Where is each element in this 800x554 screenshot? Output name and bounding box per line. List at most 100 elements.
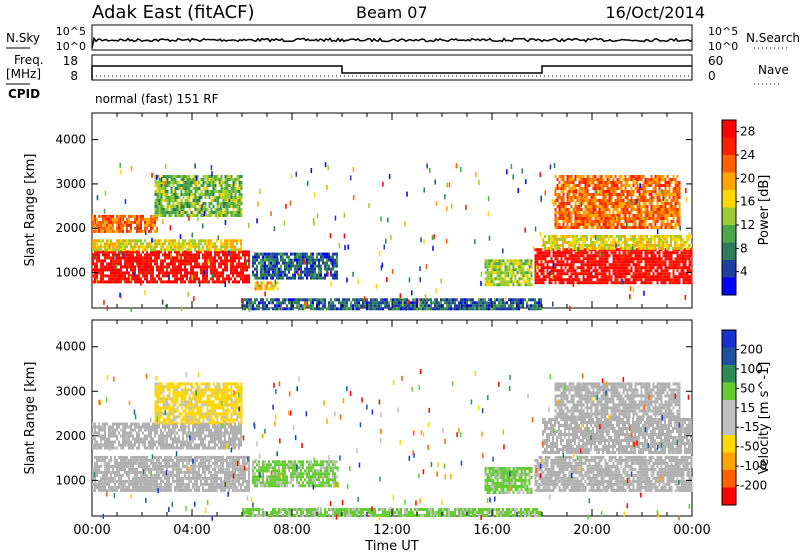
scatter-cell: [550, 269, 553, 273]
sparse-echo: [383, 244, 385, 250]
scatter-cell: [122, 229, 124, 233]
scatter-cell: [660, 260, 663, 264]
scatter-cell: [328, 255, 330, 259]
scatter-cell: [660, 193, 663, 196]
scatter-cell: [508, 304, 510, 308]
scatter-cell: [398, 301, 400, 305]
scatter-cell: [628, 263, 631, 267]
scatter-cell: [180, 208, 183, 211]
scatter-cell: [198, 181, 201, 184]
scatter-cell: [180, 178, 183, 181]
scatter-cell: [176, 214, 179, 217]
scatter-cell: [334, 276, 336, 280]
scatter-cell: [158, 190, 161, 193]
scatter-cell: [268, 281, 271, 285]
scatter-cell: [252, 270, 254, 274]
scatter-cell: [654, 178, 657, 181]
scatter-cell: [670, 278, 673, 282]
scatter-cell: [604, 246, 606, 250]
scatter-cell: [212, 190, 215, 193]
scatter-cell: [596, 199, 599, 202]
scatter-cell: [108, 280, 110, 284]
scatter-cell: [586, 187, 589, 190]
scatter-cell: [686, 272, 689, 276]
scatter-cell: [132, 259, 134, 263]
scatter-cell: [282, 276, 284, 280]
scatter-cell: [300, 307, 302, 311]
scatter-cell: [166, 245, 168, 249]
scatter-cell: [156, 274, 158, 278]
scatter-cell: [238, 250, 240, 254]
scatter-cell: [166, 199, 169, 202]
scatter-cell: [556, 205, 559, 208]
scatter-cell: [554, 246, 556, 250]
scatter-cell: [498, 271, 501, 275]
scatter-cell: [560, 196, 563, 199]
scatter-cell: [170, 214, 173, 217]
scatter-cell: [102, 253, 104, 257]
scatter-cell: [602, 178, 605, 181]
scatter-cell: [276, 281, 279, 285]
scatter-cell: [582, 211, 585, 214]
scatter-cell: [198, 208, 201, 211]
scatter-cell: [100, 250, 102, 254]
scatter-cell: [134, 220, 136, 224]
scatter-cell: [394, 298, 396, 302]
scatter-cell: [534, 269, 537, 273]
scatter-cell: [92, 268, 94, 272]
scatter-cell: [136, 245, 138, 249]
scatter-cell: [138, 226, 140, 230]
scatter-cell: [382, 307, 384, 311]
scatter-cell: [104, 242, 106, 246]
scatter-cell: [672, 214, 675, 217]
scatter-cell: [240, 208, 243, 211]
scatter-cell: [514, 262, 517, 266]
sparse-echo: [277, 257, 279, 263]
scatter-cell: [220, 184, 223, 187]
scatter-cell: [534, 275, 537, 279]
scatter-cell: [558, 205, 561, 208]
scatter-cell: [372, 298, 374, 302]
scatter-cell: [268, 258, 270, 262]
scatter-cell: [652, 254, 655, 258]
scatter-cell: [230, 202, 233, 205]
scatter-cell: [688, 269, 691, 273]
scatter-cell: [542, 257, 545, 261]
scatter-cell: [312, 258, 314, 262]
scatter-cell: [456, 307, 458, 311]
scatter-cell: [560, 205, 563, 208]
scatter-cell: [554, 240, 556, 244]
scatter-cell: [158, 265, 160, 269]
scatter-cell: [132, 220, 134, 224]
scatter-cell: [182, 211, 185, 214]
scatter-cell: [674, 208, 677, 211]
scatter-cell: [284, 270, 286, 274]
scatter-cell: [238, 175, 241, 178]
scatter-cell: [540, 307, 542, 311]
scatter-cell: [362, 304, 364, 308]
scatter-cell: [164, 175, 167, 178]
scatter-cell: [186, 262, 188, 266]
sparse-echo: [387, 217, 389, 223]
scatter-cell: [590, 181, 593, 184]
scatter-cell: [230, 259, 232, 263]
scatter-cell: [148, 271, 150, 275]
power-data-layer: [92, 162, 693, 313]
scatter-cell: [206, 271, 208, 275]
scatter-cell: [266, 252, 268, 256]
scatter-cell: [368, 304, 370, 308]
scatter-cell: [202, 280, 204, 284]
scatter-cell: [556, 226, 559, 229]
scatter-cell: [608, 196, 611, 199]
scatter-cell: [676, 243, 678, 247]
scatter-cell: [200, 250, 202, 254]
scatter-cell: [608, 187, 611, 190]
scatter-cell: [494, 307, 496, 311]
scatter-cell: [594, 269, 597, 273]
scatter-cell: [322, 261, 324, 265]
scatter-cell: [622, 254, 625, 258]
scatter-cell: [664, 184, 667, 187]
scatter-cell: [526, 301, 528, 305]
scatter-cell: [116, 277, 118, 281]
scatter-cell: [542, 251, 545, 255]
